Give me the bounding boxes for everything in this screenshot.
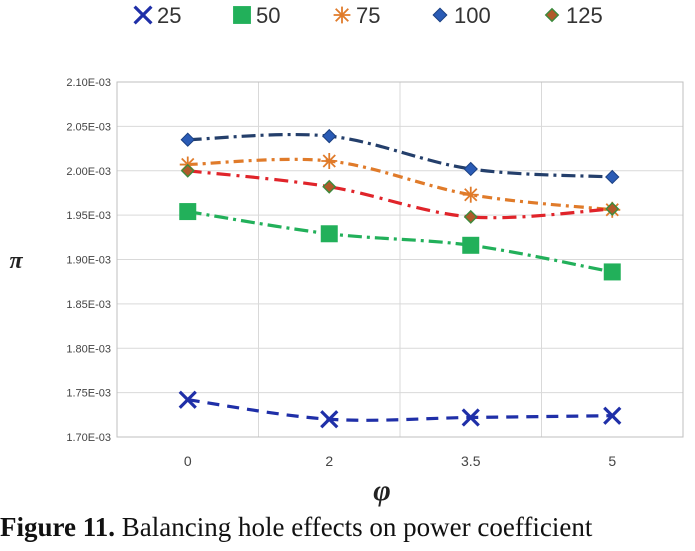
series-line-75 — [187, 157, 613, 212]
data-point-25-stroke — [320, 410, 339, 429]
legend-label-125: 125 — [566, 3, 603, 28]
legend-label-50: 50 — [256, 3, 280, 28]
x-axis-label: φ — [373, 474, 391, 507]
legend-marker-25 — [133, 5, 153, 25]
series-markers — [178, 128, 622, 429]
y-axis-ticks: 1.70E-03 1.75E-03 1.80E-03 1.85E-03 1.90E-03… — [66, 77, 111, 444]
legend-item-50: 50 — [233, 3, 280, 28]
series-line-50 — [187, 209, 613, 274]
data-point-100 — [463, 161, 478, 177]
legend-item-125: 125 — [544, 3, 603, 28]
data-point-75 — [321, 152, 338, 169]
series-lines — [187, 132, 613, 422]
data-point-25 — [178, 390, 197, 409]
figure-caption: Figure 11. Balancing hole effects on pow… — [0, 512, 695, 543]
data-point-100 — [322, 128, 337, 144]
legend-label-25: 25 — [157, 3, 181, 28]
legend-marker-75 — [333, 6, 351, 24]
data-point-125 — [322, 179, 337, 194]
legend-label-100: 100 — [454, 3, 491, 28]
series-line-25 — [187, 398, 613, 422]
x-tick-label: 2 — [325, 453, 333, 469]
x-tick-label: 0 — [184, 453, 192, 469]
y-tick-label: 2.05E-03 — [66, 121, 111, 133]
y-axis-label: π — [9, 248, 23, 274]
data-point-25 — [603, 406, 622, 425]
data-point-25-stroke — [461, 408, 480, 427]
figure-caption-text: Balancing hole effects on power coeffici… — [115, 512, 593, 542]
y-tick-label: 2.00E-03 — [66, 166, 111, 178]
legend-marker-50 — [233, 6, 251, 24]
data-point-75-stroke — [464, 188, 478, 202]
data-point-50 — [462, 236, 480, 254]
legend-marker-25-stroke — [133, 5, 153, 25]
y-tick-label: 1.95E-03 — [66, 210, 111, 222]
data-point-25 — [320, 410, 339, 429]
data-point-125 — [463, 209, 478, 224]
data-point-50 — [179, 203, 197, 221]
data-point-25 — [461, 408, 480, 427]
x-axis-ticks: 0 2 3.5 5 — [184, 453, 617, 469]
series-line-125 — [187, 169, 613, 220]
legend-marker-75-stroke — [335, 8, 349, 22]
data-point-100 — [180, 132, 195, 147]
y-tick-label: 1.70E-03 — [66, 432, 111, 444]
legend-item-25: 25 — [133, 3, 181, 28]
data-point-75 — [462, 186, 479, 203]
plot-area-border — [116, 81, 684, 438]
legend-item-75: 75 — [333, 3, 380, 28]
data-point-75-stroke — [322, 154, 336, 168]
data-point-25-stroke — [603, 406, 622, 425]
figure-caption-label: Figure 11. — [0, 512, 116, 542]
legend-marker-125 — [544, 7, 560, 23]
data-point-125 — [180, 163, 195, 178]
legend-marker-100 — [432, 7, 448, 23]
y-tick-label: 1.75E-03 — [66, 388, 111, 400]
y-tick-label: 2.10E-03 — [66, 77, 111, 89]
legend: 25 50 75 100 125 — [133, 3, 603, 28]
legend-label-75: 75 — [356, 3, 380, 28]
data-point-50 — [603, 263, 621, 281]
data-point-25-stroke — [178, 390, 197, 409]
y-tick-label: 1.85E-03 — [66, 299, 111, 311]
data-point-125 — [605, 201, 620, 216]
y-tick-label: 1.90E-03 — [66, 255, 111, 267]
data-point-100 — [605, 169, 620, 185]
series-line-100 — [187, 132, 613, 179]
line-chart: 25 50 75 100 125 1.70E-031.75E-031.80E-031.8… — [9, 3, 684, 507]
data-point-50 — [320, 225, 338, 243]
legend-item-100: 100 — [432, 3, 491, 28]
y-tick-label: 1.80E-03 — [66, 343, 111, 355]
x-tick-label: 5 — [608, 453, 616, 469]
chart-grid — [116, 81, 684, 438]
x-tick-label: 3.5 — [461, 453, 481, 469]
